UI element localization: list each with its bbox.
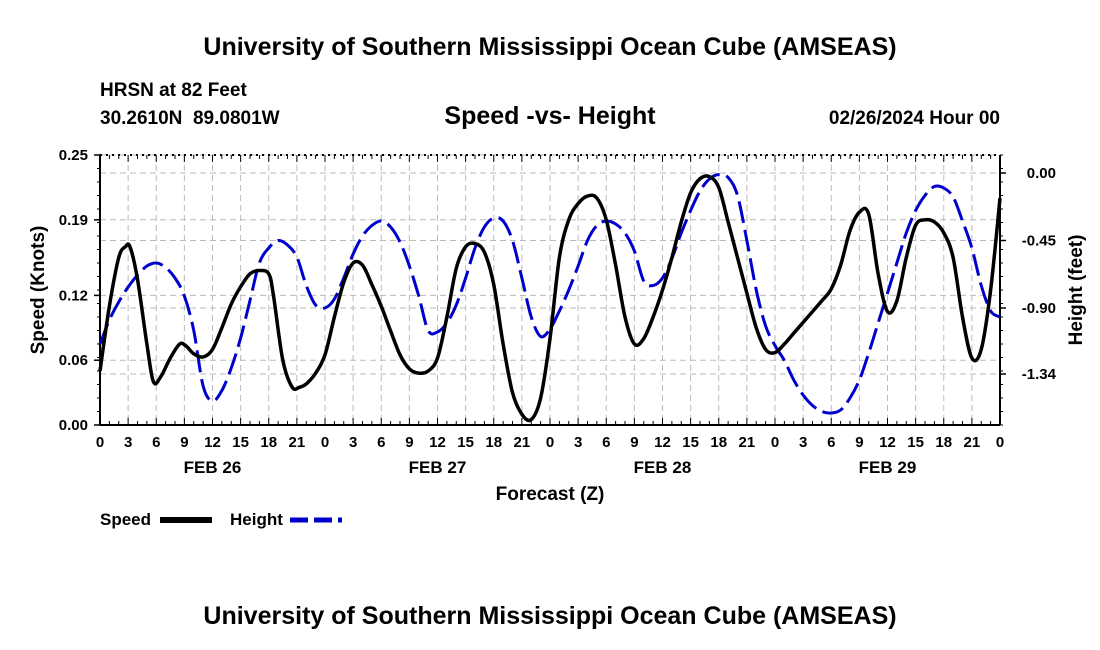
- x-tick-label: 3: [799, 434, 807, 451]
- y-tick-label-right: -1.34: [1022, 366, 1057, 383]
- date-labels: FEB 26 FEB 27 FEB 28 FEB 29: [184, 458, 917, 477]
- chart-title: University of Southern Mississippi Ocean…: [203, 33, 896, 61]
- y-axis-label-right: Height (feet): [1066, 235, 1087, 346]
- y-tick-label-left: 0.06: [59, 352, 88, 369]
- footer-title: University of Southern Mississippi Ocean…: [203, 602, 896, 630]
- x-tick-label: 3: [124, 434, 132, 451]
- series-lines: [98, 172, 1002, 423]
- date-label: 02/26/2024 Hour 00: [829, 108, 1000, 129]
- x-tick-label: 12: [204, 434, 221, 451]
- y-tick-label-right: -0.45: [1022, 233, 1056, 250]
- legend-speed-label: Speed: [100, 510, 151, 529]
- date-label: FEB 28: [634, 458, 692, 477]
- y-tick-label-right: -0.90: [1022, 300, 1056, 317]
- x-tick-label: 15: [457, 434, 474, 451]
- date-label: FEB 29: [859, 458, 917, 477]
- x-tick-label: 21: [739, 434, 756, 451]
- y-tick-label-left: 0.19: [59, 212, 88, 229]
- x-tick-label: 18: [260, 434, 277, 451]
- x-tick-label: 18: [710, 434, 727, 451]
- x-tick-label: 0: [771, 434, 779, 451]
- y-tick-label-left: 0.25: [59, 147, 88, 164]
- x-tick-label: 12: [879, 434, 896, 451]
- coords-label: 30.2610N 89.0801W: [100, 108, 280, 129]
- x-tick-label: 6: [377, 434, 385, 451]
- y-tick-label-left: 0.00: [59, 417, 88, 434]
- date-label: FEB 26: [184, 458, 242, 477]
- x-tick-label: 15: [232, 434, 249, 451]
- x-tick-label: 0: [96, 434, 104, 451]
- height-series-line: [98, 172, 1001, 415]
- station-label: HRSN at 82 Feet: [100, 80, 247, 101]
- legend: Speed Height: [100, 510, 342, 529]
- x-tick-label: 3: [574, 434, 582, 451]
- x-tick-label: 18: [935, 434, 952, 451]
- x-tick-label: 9: [855, 434, 863, 451]
- y-tick-label-left: 0.12: [59, 287, 88, 304]
- chart-subtitle: Speed -vs- Height: [444, 102, 656, 130]
- x-tick-label: 0: [996, 434, 1004, 451]
- x-tick-label: 9: [630, 434, 638, 451]
- x-tick-label: 3: [349, 434, 357, 451]
- x-tick-label: 6: [602, 434, 610, 451]
- left-axis-ticks: 0.00 0.06 0.12 0.19 0.25: [59, 147, 100, 434]
- x-tick-label: 18: [485, 434, 502, 451]
- legend-height-label: Height: [230, 510, 283, 529]
- x-tick-label: 6: [827, 434, 835, 451]
- x-tick-label: 12: [654, 434, 671, 451]
- x-tick-label: 21: [514, 434, 531, 451]
- x-axis-ticks: 0 3 6 9 12 15 18 21 0 3 6 9 12 15 18 21 0 3 6 9 12 15 18 21 0 3 6 9…: [96, 155, 1004, 451]
- x-tick-label: 0: [546, 434, 554, 451]
- x-tick-label: 12: [429, 434, 446, 451]
- x-axis-label: Forecast (Z): [496, 484, 605, 505]
- right-axis-ticks: 0.00 -0.45 -0.90 -1.34: [1000, 154, 1057, 426]
- speed-series-line: [98, 174, 1002, 423]
- x-tick-label: 9: [180, 434, 188, 451]
- x-tick-label: 9: [405, 434, 413, 451]
- x-tick-label: 6: [152, 434, 160, 451]
- y-axis-label-left: Speed (Knots): [28, 226, 49, 355]
- grid-lines: [100, 154, 1000, 426]
- date-label: FEB 27: [409, 458, 467, 477]
- x-tick-label: 15: [682, 434, 699, 451]
- y-tick-label-right: 0.00: [1027, 165, 1056, 182]
- x-tick-label: 21: [289, 434, 306, 451]
- x-tick-label: 0: [321, 434, 329, 451]
- x-tick-label: 21: [964, 434, 981, 451]
- x-tick-label: 15: [907, 434, 924, 451]
